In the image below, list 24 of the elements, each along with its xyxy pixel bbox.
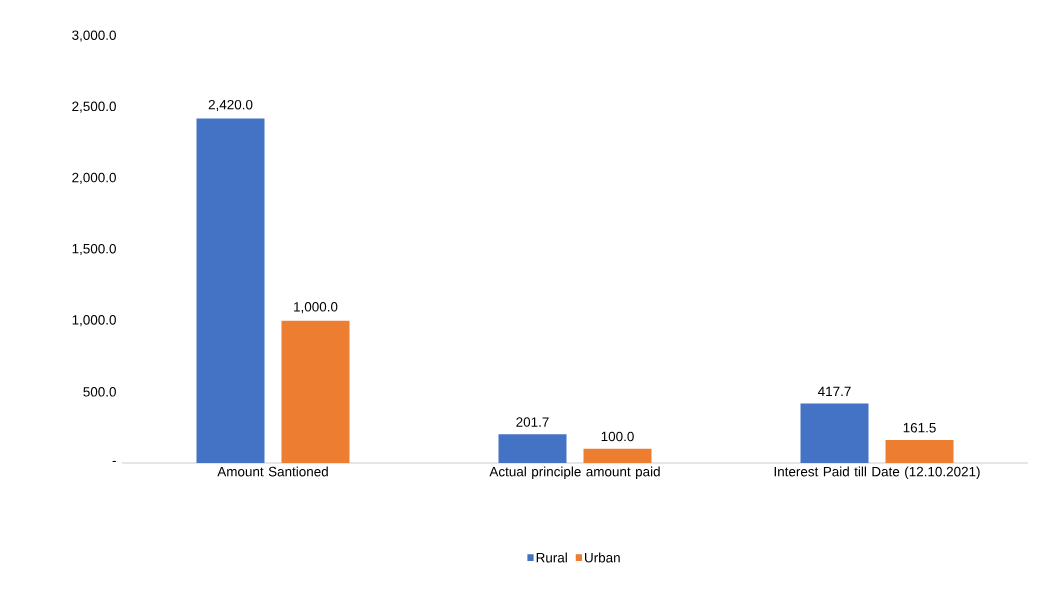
y-tick-label: 3,000.0 [72, 30, 116, 42]
bar [498, 434, 567, 463]
bar [583, 448, 652, 463]
data-label: 1,000.0 [294, 302, 338, 314]
data-label: 201.7 [516, 417, 549, 427]
bar [800, 403, 869, 463]
y-tick-label: 2,000.0 [72, 172, 116, 184]
data-label: 417.7 [817, 386, 851, 397]
y-tick-label: 1,000.0 [72, 315, 116, 327]
y-tick-label: - [112, 460, 116, 462]
bar [196, 118, 265, 463]
x-tick-label: Amount Santioned [217, 466, 328, 477]
x-tick-label: Actual principle amount paid [489, 466, 660, 480]
data-label: 100.0 [601, 431, 634, 442]
legend-label: Urban [585, 552, 620, 563]
legend-label: Rural [536, 552, 567, 563]
y-tick-label: 2,500.0 [72, 101, 116, 113]
x-tick-label: Interest Paid till Date (12.10.2021) [774, 466, 980, 480]
data-label: 2,420.0 [208, 99, 253, 112]
y-tick-label: 1,500.0 [72, 243, 116, 256]
data-label: 161.5 [903, 422, 936, 433]
y-tick-label: 500.0 [83, 387, 116, 397]
bar [281, 320, 350, 463]
bar [885, 440, 954, 463]
